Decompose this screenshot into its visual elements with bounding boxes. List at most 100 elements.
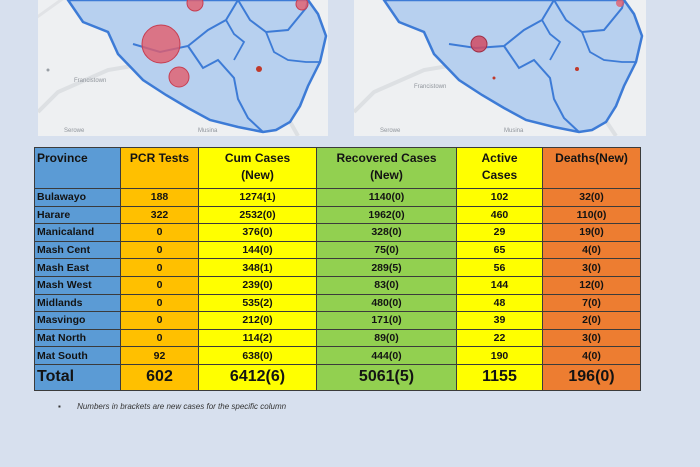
cell-active: 460 [456,205,543,225]
cell-pcr: 0 [120,275,199,295]
cell-province: Manicaland [34,223,121,242]
cell-province: Mat South [34,346,121,365]
cell-rec: 480(0) [316,293,457,313]
cell-cum: 114(2) [198,328,317,348]
map-label-francistown: Francistown [414,84,446,90]
table-row: Harare 322 2532(0) 1962(0) 460 110(0) [34,205,641,225]
footnote-text: Numbers in brackets are new cases for th… [77,402,287,411]
cell-active: 48 [456,293,543,313]
total-active: 1155 [456,363,543,391]
map-label-serowe: Serowe [380,128,401,134]
cell-rec: 83(0) [316,275,457,295]
cell-pcr: 92 [120,346,199,365]
cell-cum: 239(0) [198,275,317,295]
cell-deaths: 4(0) [542,346,641,365]
cell-province: Mash West [34,275,121,295]
cell-cum: 144(0) [198,240,317,260]
map-recovered-cases: Francistown Serowe Musina [354,0,646,136]
cell-rec: 444(0) [316,346,457,365]
map-svg: Francistown Serowe Musina [354,0,644,136]
cell-pcr: 0 [120,328,199,348]
header-province: Province [34,147,121,189]
cell-pcr: 0 [120,258,199,277]
cell-pcr: 0 [120,311,199,330]
bullet-icon: ▪ [58,402,61,411]
cell-pcr: 0 [120,240,199,260]
footnote: ▪ Numbers in brackets are new cases for … [58,402,286,411]
cell-province: Mash Cent [34,240,121,260]
cell-cum: 638(0) [198,346,317,365]
cell-cum: 2532(0) [198,205,317,225]
cell-rec: 289(5) [316,258,457,277]
table-row: Bulawayo 188 1274(1) 1140(0) 102 32(0) [34,188,641,207]
header-rec-line1: Recovered Cases [336,151,437,165]
total-label: Total [34,363,121,391]
cell-province: Midlands [34,293,121,313]
cell-deaths: 32(0) [542,188,641,207]
cell-deaths: 2(0) [542,311,641,330]
cell-rec: 89(0) [316,328,457,348]
cell-deaths: 12(0) [542,275,641,295]
table-row: Mat North 0 114(2) 89(0) 22 3(0) [34,328,641,348]
cell-cum: 348(1) [198,258,317,277]
cell-province: Harare [34,205,121,225]
cell-pcr: 322 [120,205,199,225]
cell-deaths: 7(0) [542,293,641,313]
header-rec-line2: (New) [370,168,403,182]
cell-deaths: 19(0) [542,223,641,242]
total-cum: 6412(6) [198,363,317,391]
cell-rec: 171(0) [316,311,457,330]
covid-province-table: Province PCR Tests Cum Cases (New) Recov… [34,147,641,391]
cell-active: 144 [456,275,543,295]
cell-rec: 1140(0) [316,188,457,207]
cell-active: 190 [456,346,543,365]
cell-active: 56 [456,258,543,277]
map-cumulative-cases: Francistown Serowe Musina [38,0,328,136]
cell-rec: 75(0) [316,240,457,260]
header-cum-line1: Cum Cases [224,151,291,165]
table-header-row: Province PCR Tests Cum Cases (New) Recov… [34,147,641,189]
cell-cum: 376(0) [198,223,317,242]
cell-rec: 328(0) [316,223,457,242]
cell-pcr: 0 [120,223,199,242]
cell-deaths: 3(0) [542,258,641,277]
map-label-musina: Musina [504,128,524,134]
cell-active: 39 [456,311,543,330]
cell-active: 65 [456,240,543,260]
cell-active: 29 [456,223,543,242]
map-svg: Francistown Serowe Musina [38,0,328,136]
map-label-francistown: Francistown [74,78,106,84]
cell-cum: 1274(1) [198,188,317,207]
table-row: Mash West 0 239(0) 83(0) 144 12(0) [34,275,641,295]
table-row: Masvingo 0 212(0) 171(0) 39 2(0) [34,311,641,330]
cell-province: Mat North [34,328,121,348]
cell-deaths: 4(0) [542,240,641,260]
cell-active: 102 [456,188,543,207]
cell-pcr: 188 [120,188,199,207]
header-recovered-cases: Recovered Cases (New) [316,147,457,189]
header-active-cases: Active Cases [456,147,543,189]
cell-rec: 1962(0) [316,205,457,225]
cell-province: Mash East [34,258,121,277]
header-act-line2: Cases [481,168,518,182]
cell-province: Bulawayo [34,188,121,207]
map-label-serowe: Serowe [64,128,85,134]
total-deaths: 196(0) [542,363,641,391]
table-total-row: Total 602 6412(6) 5061(5) 1155 196(0) [34,363,641,391]
total-pcr: 602 [120,363,199,391]
header-act-line1: Active [481,151,518,165]
cell-deaths: 3(0) [542,328,641,348]
total-rec: 5061(5) [316,363,457,391]
map-label-musina: Musina [198,128,218,134]
cell-province: Masvingo [34,311,121,330]
cell-deaths: 110(0) [542,205,641,225]
cell-cum: 535(2) [198,293,317,313]
cell-active: 22 [456,328,543,348]
table-row: Mat South 92 638(0) 444(0) 190 4(0) [34,346,641,365]
table-row: Midlands 0 535(2) 480(0) 48 7(0) [34,293,641,313]
header-pcr-tests: PCR Tests [120,147,199,189]
header-deaths: Deaths(New) [542,147,641,189]
cell-pcr: 0 [120,293,199,313]
cell-cum: 212(0) [198,311,317,330]
header-cum-line2: (New) [241,168,274,182]
